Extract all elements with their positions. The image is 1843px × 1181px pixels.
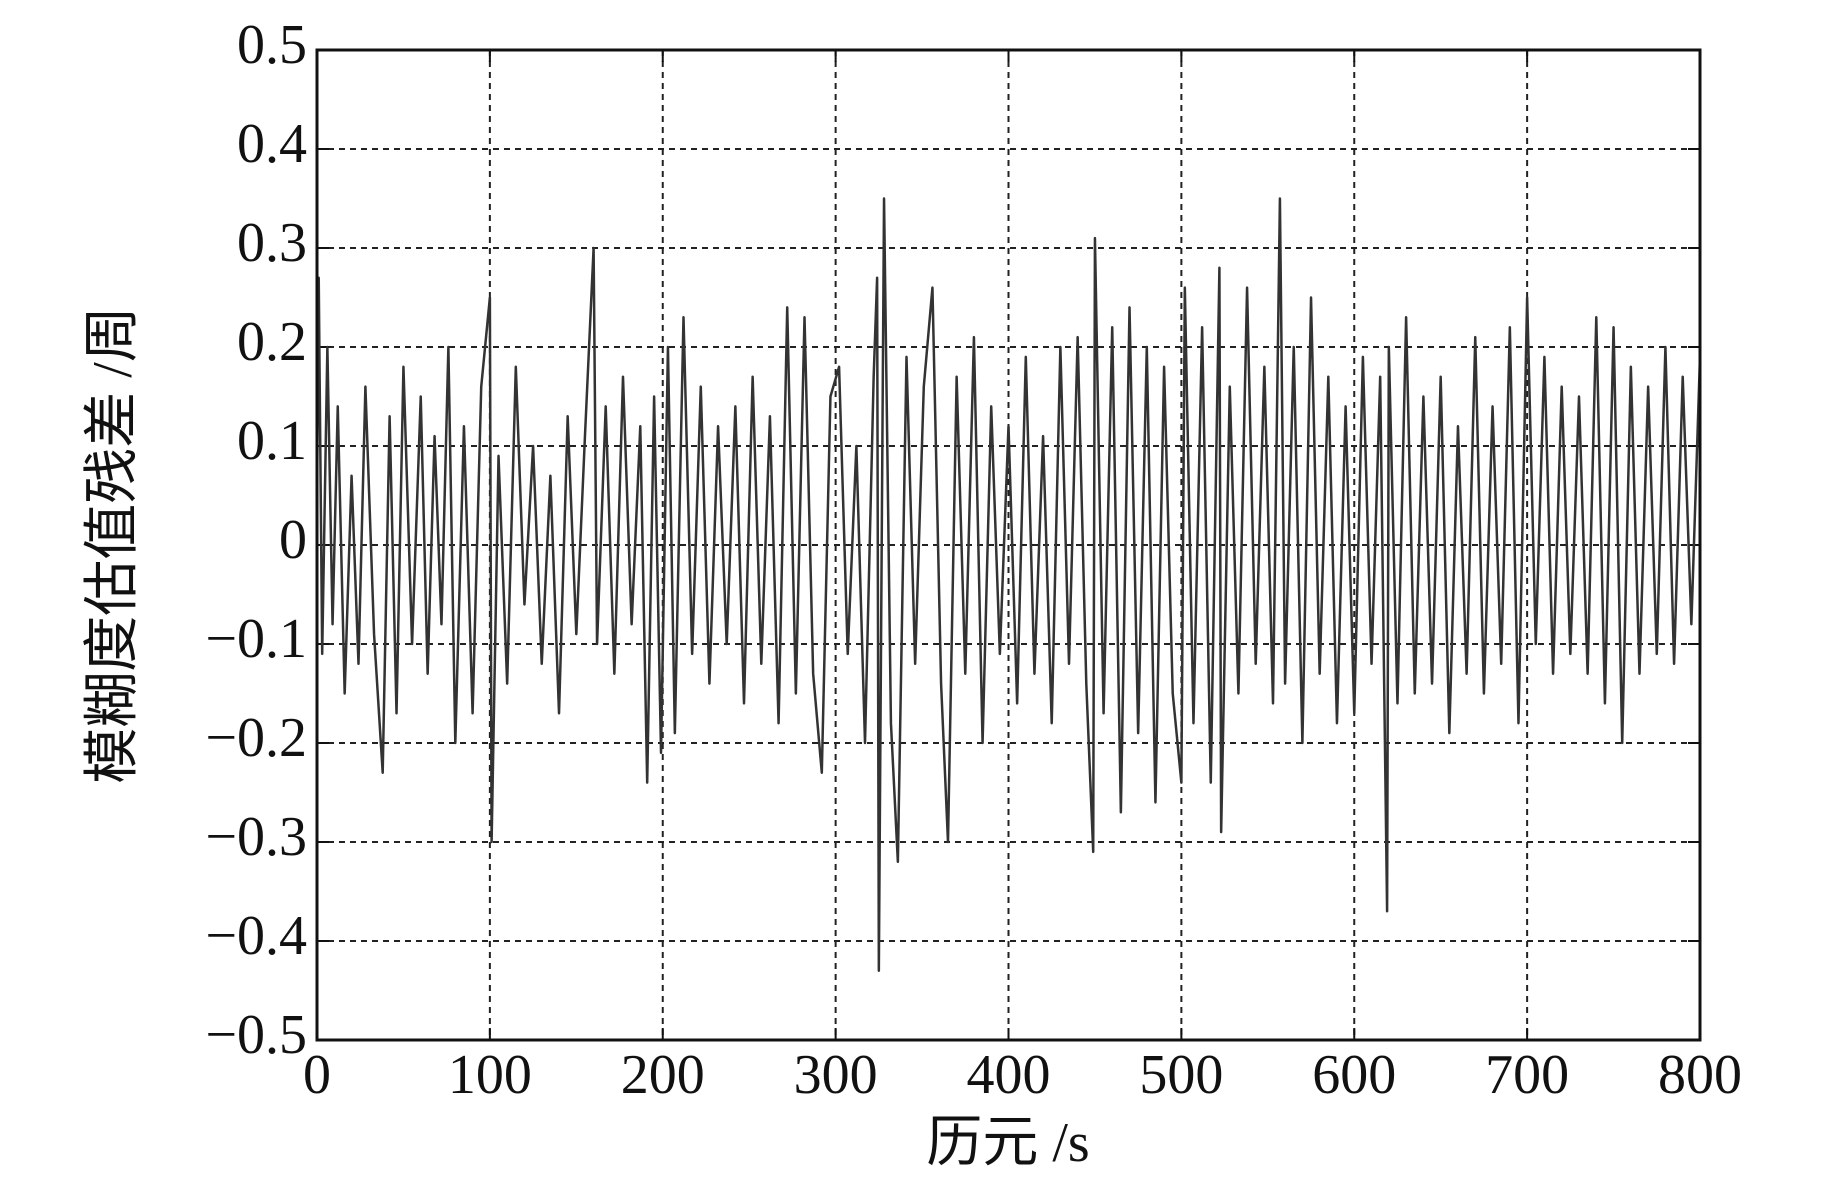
data-line	[315, 197, 1702, 972]
y-tick-label: 0	[279, 509, 307, 571]
y-tick-label: 0.4	[237, 113, 307, 175]
x-tick-label: 600	[1312, 1044, 1396, 1106]
y-tick-label: 0.3	[237, 212, 307, 274]
y-tick-label: −0.2	[205, 707, 307, 769]
x-tick-label: 400	[967, 1044, 1051, 1106]
y-tick-label: 0.2	[237, 311, 307, 373]
x-tick-label: 200	[621, 1044, 705, 1106]
y-tick-label: −0.5	[205, 1004, 307, 1066]
x-tick-label: 300	[794, 1044, 878, 1106]
y-tick-label: 0.5	[237, 14, 307, 76]
x-tick-label: 100	[448, 1044, 532, 1106]
y-tick-label: −0.4	[205, 905, 307, 967]
x-tick-label: 800	[1658, 1044, 1742, 1106]
plot-frame	[315, 48, 1702, 1042]
x-tick-label: 500	[1139, 1044, 1223, 1106]
y-axis-label: 模糊度估值残差 /周	[82, 306, 144, 784]
y-tick-label: −0.1	[205, 608, 307, 670]
x-tick-label: 0	[303, 1044, 331, 1106]
x-tick-label: 700	[1485, 1044, 1569, 1106]
x-axis-label: 历元 /s	[926, 1112, 1089, 1174]
y-tick-label: −0.3	[205, 806, 307, 868]
y-tick-label: 0.1	[237, 410, 307, 472]
